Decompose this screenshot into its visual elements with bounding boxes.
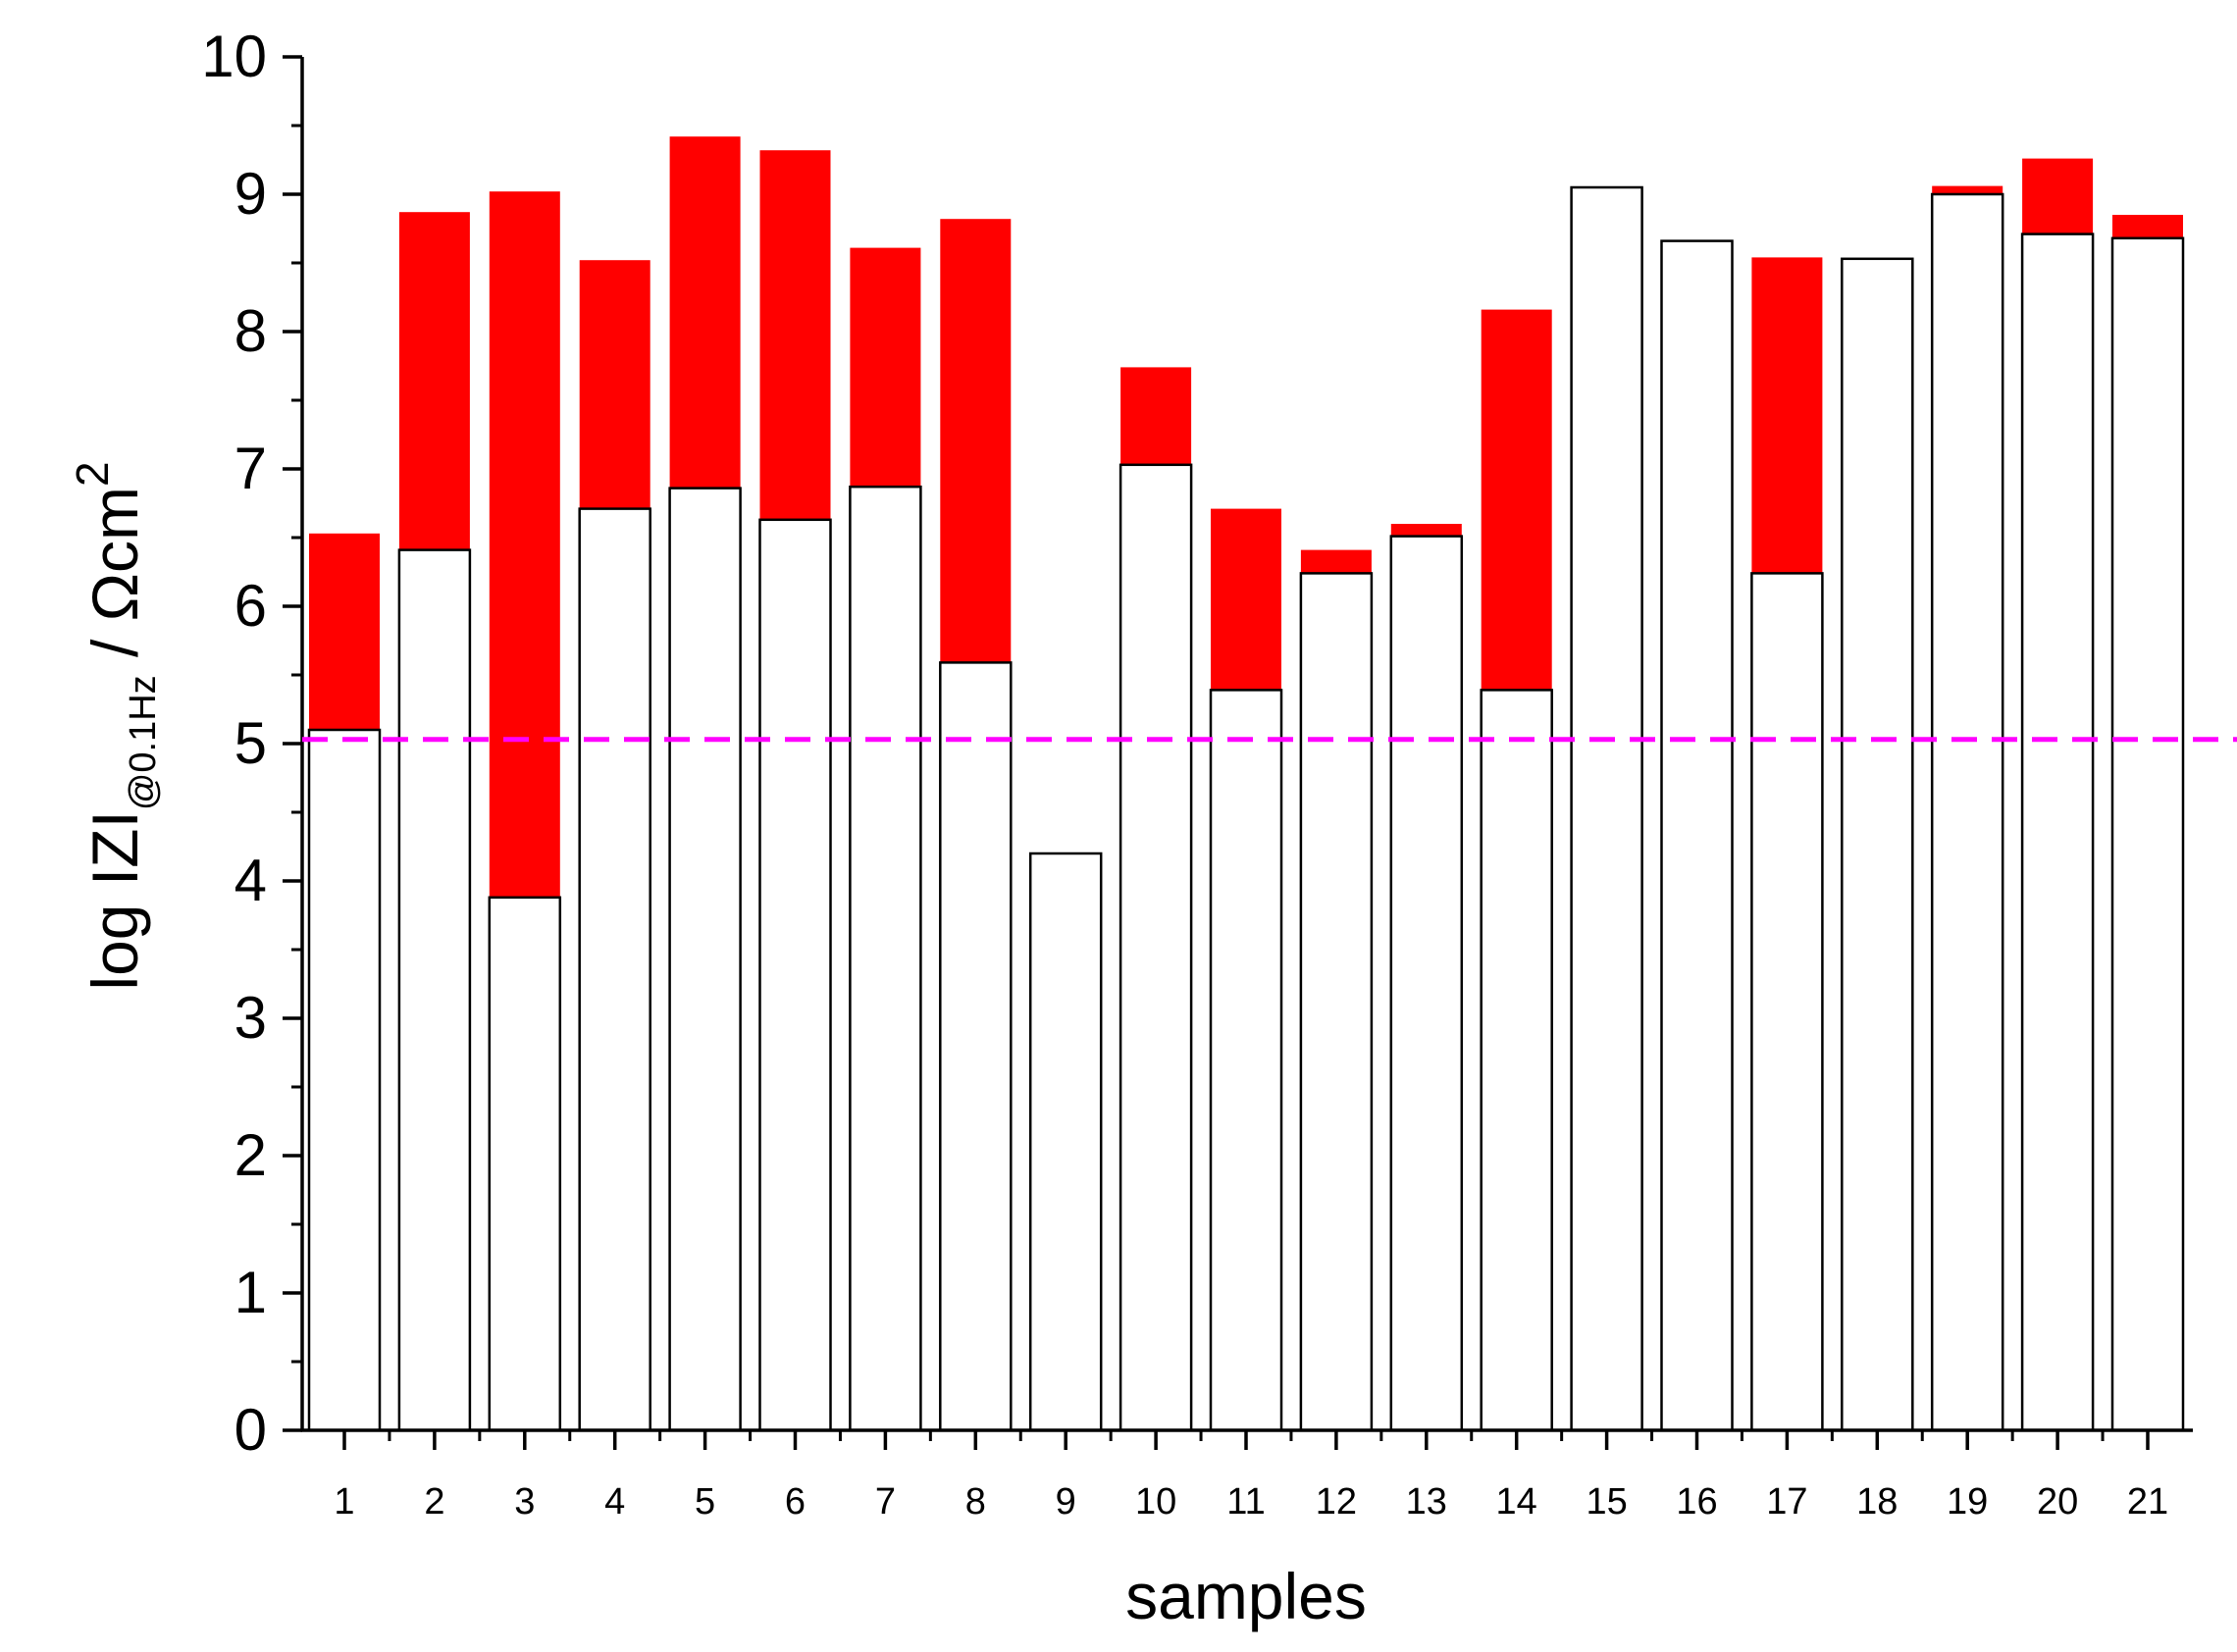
x-tick-label: 18 [1856, 1481, 1898, 1523]
x-tick-label: 11 [1226, 1481, 1265, 1523]
x-tick-label: 9 [1056, 1481, 1076, 1523]
lower-bar [1570, 185, 1643, 1432]
lower-bar [668, 487, 742, 1432]
lower-bar [1750, 572, 1824, 1432]
y-tick-label: 4 [234, 848, 267, 913]
x-axis-title: samples [1125, 1560, 1367, 1632]
x-tick-label: 17 [1766, 1481, 1807, 1523]
lower-bar [397, 548, 472, 1432]
lower-bar [1841, 257, 1914, 1432]
y-tick-label: 10 [201, 24, 267, 89]
x-tick-label: 8 [965, 1481, 986, 1523]
x-tick-label: 4 [604, 1481, 625, 1523]
x-tick-label: 3 [514, 1481, 535, 1523]
lower-series [307, 185, 2185, 1432]
lower-bar [2020, 232, 2095, 1432]
x-tick-label: 21 [2127, 1481, 2168, 1523]
lower-bar [307, 728, 382, 1432]
x-tick-label: 20 [2037, 1481, 2078, 1523]
lower-bar [488, 896, 562, 1432]
lower-bar [1660, 239, 1734, 1432]
x-tick-label: 5 [695, 1481, 715, 1523]
y-tick-label: 9 [234, 161, 267, 227]
lower-bar [758, 518, 832, 1432]
y-tick-label: 8 [234, 298, 267, 364]
lower-bar [1209, 689, 1283, 1432]
y-axis-title: log IZI@0.1Hz / Ωcm2 [67, 461, 164, 990]
x-tick-label: 15 [1586, 1481, 1627, 1523]
y-axis-title-unit: / Ωcm [78, 487, 151, 675]
lower-bar [1299, 572, 1374, 1432]
x-tick-label: 2 [424, 1481, 444, 1523]
y-tick-label: 2 [234, 1122, 267, 1188]
x-tick-label: 13 [1406, 1481, 1447, 1523]
x-tick-label: 14 [1496, 1481, 1537, 1523]
y-tick-label: 6 [234, 573, 267, 639]
lower-bar [1480, 689, 1553, 1432]
x-tick-label: 6 [785, 1481, 806, 1523]
x-tick-label: 16 [1676, 1481, 1717, 1523]
y-tick-label: 5 [234, 710, 267, 776]
y-tick-label: 1 [234, 1260, 267, 1325]
y-tick-label: 0 [234, 1397, 267, 1463]
y-ticks: 0 1 2 3 4 5 6 7 8 9 10 [201, 24, 302, 1463]
x-ticks: 1 2 3 4 5 6 7 8 9 10 11 12 13 14 15 16 17 18 19 20 21 [334, 1430, 2168, 1523]
x-tick-label: 12 [1316, 1481, 1357, 1523]
lower-bar [939, 661, 1013, 1432]
y-axis-title-superscript: 2 [67, 461, 118, 487]
x-tick-label: 7 [875, 1481, 896, 1523]
x-tick-label: 19 [1947, 1481, 1988, 1523]
lower-bar [1118, 463, 1193, 1432]
y-tick-label: 7 [234, 436, 267, 501]
y-tick-label: 3 [234, 985, 267, 1051]
y-axis-title-main: log IZI [78, 810, 151, 990]
y-axis-title-subscript: @0.1Hz [123, 675, 164, 810]
lower-bar [849, 485, 922, 1432]
lower-bar [1389, 535, 1464, 1432]
lower-bar [1028, 852, 1103, 1432]
lower-bar [1930, 192, 2004, 1432]
lower-bar [2110, 236, 2185, 1432]
lower-bar [578, 507, 651, 1432]
x-tick-label: 10 [1135, 1481, 1176, 1523]
x-tick-label: 1 [334, 1481, 354, 1523]
